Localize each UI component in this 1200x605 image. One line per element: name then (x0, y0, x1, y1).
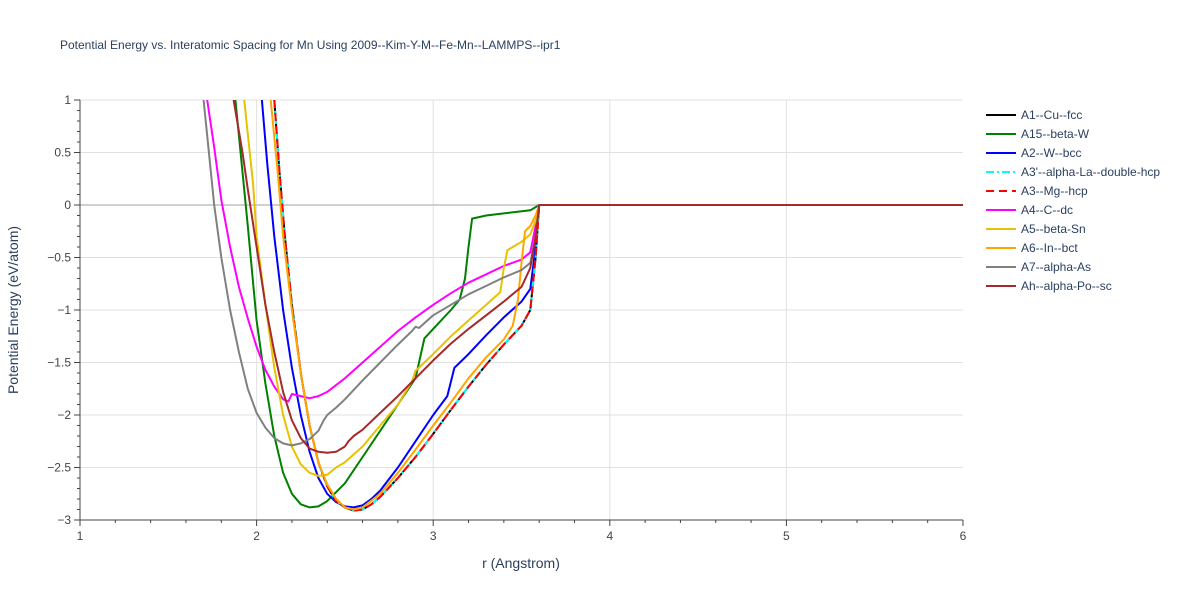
y-tick-label: −3 (57, 513, 71, 527)
x-tick-label: 2 (253, 529, 260, 543)
series-line-8 (202, 100, 963, 447)
series-line-9 (232, 100, 963, 454)
y-tick-label: −2.5 (47, 461, 71, 475)
legend: A1--Cu--fcc A15--beta-W A2--W--bcc A3'--alp… (986, 108, 1160, 293)
x-tick-label: 6 (960, 529, 967, 543)
legend-label: A4--C--dc (1021, 203, 1073, 217)
legend-label: A7--alpha-As (1021, 260, 1091, 274)
chart-title: Potential Energy vs. Interatomic Spacing… (60, 38, 561, 52)
y-tick-label: 1 (64, 93, 71, 107)
y-tick-label: −0.5 (47, 251, 71, 265)
legend-label: A6--In--bct (1021, 241, 1078, 255)
series-line-5 (206, 100, 963, 403)
y-tick-label: 0 (64, 198, 71, 212)
legend-label: A3--Mg--hcp (1021, 184, 1088, 198)
grid (80, 99, 963, 520)
x-tick-label: 5 (783, 529, 790, 543)
y-tick-label: −1 (57, 303, 71, 317)
legend-label: Ah--alpha-Po--sc (1021, 279, 1112, 293)
x-tick-label: 1 (77, 529, 84, 543)
axes: 1 2 3 4 5 6 −3 −2.5 −2 −1.5 −1 −0.5 0 0.5 1 (47, 93, 966, 543)
series-line-0 (273, 100, 963, 512)
x-tick-label: 3 (430, 529, 437, 543)
series-line-6 (243, 100, 963, 477)
y-tick-label: 0.5 (54, 146, 71, 160)
x-axis-title: r (Angstrom) (482, 555, 560, 571)
series-line-7 (269, 100, 963, 511)
legend-label: A5--beta-Sn (1021, 222, 1086, 236)
legend-label: A1--Cu--fcc (1021, 108, 1082, 122)
series-line-4 (273, 100, 963, 512)
series-layer (202, 100, 963, 512)
legend-label: A15--beta-W (1021, 127, 1090, 141)
y-axis-title: Potential Energy (eV/atom) (5, 226, 21, 394)
legend-label: A2--W--bcc (1021, 146, 1081, 160)
series-line-3 (273, 100, 963, 512)
series-line-2 (260, 100, 963, 509)
series-line-1 (234, 100, 963, 509)
x-tick-label: 4 (606, 529, 613, 543)
y-tick-label: −1.5 (47, 356, 71, 370)
y-tick-label: −2 (57, 408, 71, 422)
legend-label: A3'--alpha-La--double-hcp (1021, 165, 1160, 179)
